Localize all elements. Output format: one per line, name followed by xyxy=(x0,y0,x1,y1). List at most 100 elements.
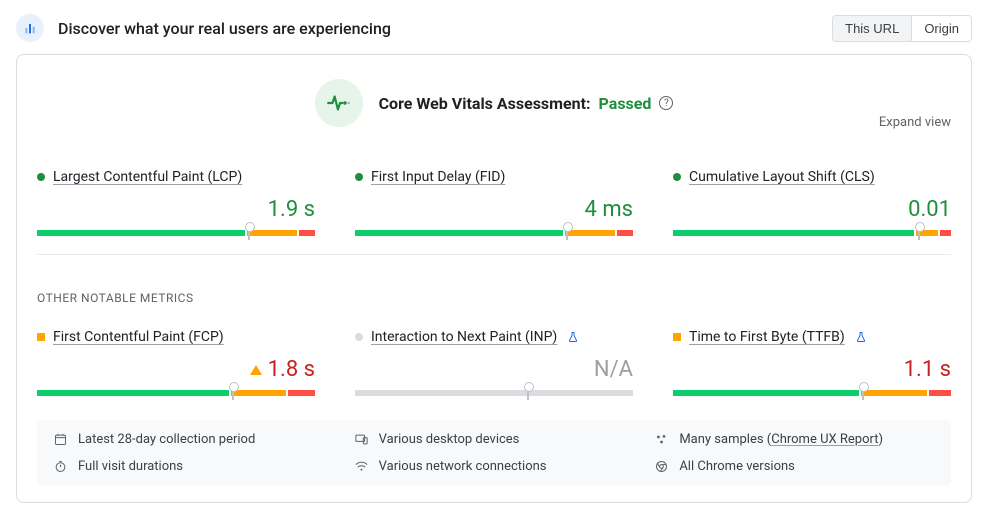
meta-box: Latest 28-day collection period Various … xyxy=(37,420,951,486)
meta-period-text: Latest 28-day collection period xyxy=(78,432,255,447)
good-indicator-icon xyxy=(37,173,45,181)
bar-segment-red xyxy=(929,390,951,396)
chrome-icon xyxy=(654,459,669,474)
devices-icon xyxy=(354,432,369,447)
bar-segment-green xyxy=(673,390,859,396)
other-metrics-row: First Contentful Paint (FCP) 1.8 s Interac… xyxy=(37,329,951,396)
metric-head: First Input Delay (FID) xyxy=(355,169,633,185)
meta-durations-text: Full visit durations xyxy=(78,459,183,474)
bar-segment-green xyxy=(673,230,914,236)
metric-ttfb: Time to First Byte (TTFB) 1.1 s xyxy=(673,329,951,396)
distribution-bar xyxy=(37,390,315,396)
distribution-bar xyxy=(355,230,633,236)
good-indicator-icon xyxy=(673,173,681,181)
toggle-origin[interactable]: Origin xyxy=(911,16,971,41)
vitals-card: Core Web Vitals Assessment: Passed ? Exp… xyxy=(16,54,972,503)
metric-name-link[interactable]: Time to First Byte (TTFB) xyxy=(689,329,845,345)
distribution-bar xyxy=(673,390,951,396)
bar-segment-red xyxy=(940,230,951,236)
bar-marker-icon xyxy=(918,226,920,240)
metric-head: Time to First Byte (TTFB) xyxy=(673,329,951,345)
metric-head: Interaction to Next Paint (INP) xyxy=(355,329,633,345)
bar-marker-icon xyxy=(232,386,234,400)
metric-value: N/A xyxy=(355,357,633,382)
bar-segment-red xyxy=(288,390,315,396)
metric-value-text: 4 ms xyxy=(585,197,633,222)
metric-inp: Interaction to Next Paint (INP) N/A xyxy=(355,329,633,396)
bar-marker-icon xyxy=(248,226,250,240)
other-section-label: OTHER NOTABLE METRICS xyxy=(37,291,951,305)
bar-marker-icon xyxy=(862,386,864,400)
core-metrics-row: Largest Contentful Paint (LCP) 1.9 s First… xyxy=(37,169,951,236)
bar-segment-red xyxy=(299,230,315,236)
scope-toggle: This URL Origin xyxy=(832,15,972,42)
metric-head: First Contentful Paint (FCP) xyxy=(37,329,315,345)
bar-segment-amber xyxy=(861,390,927,396)
pulse-icon xyxy=(315,79,363,127)
meta-period: Latest 28-day collection period xyxy=(53,432,334,447)
metric-value: 1.1 s xyxy=(673,357,951,382)
metric-name-link[interactable]: First Contentful Paint (FCP) xyxy=(53,329,224,345)
samples-icon xyxy=(654,432,669,447)
bar-segment-green xyxy=(37,230,245,236)
meta-samples-text: Many samples (Chrome UX Report) xyxy=(679,432,883,447)
meta-devices-text: Various desktop devices xyxy=(379,432,520,447)
metric-value-text: N/A xyxy=(594,357,633,382)
metric-value-text: 1.1 s xyxy=(904,357,951,382)
meta-samples: Many samples (Chrome UX Report) xyxy=(654,432,935,447)
meta-versions: All Chrome versions xyxy=(654,459,935,474)
metric-name-link[interactable]: Largest Contentful Paint (LCP) xyxy=(53,169,242,185)
bar-segment-amber xyxy=(247,230,296,236)
expand-view-link[interactable]: Expand view xyxy=(879,115,951,130)
good-indicator-icon xyxy=(355,173,363,181)
wifi-icon xyxy=(354,459,369,474)
metric-lcp: Largest Contentful Paint (LCP) 1.9 s xyxy=(37,169,315,236)
warn-triangle-icon xyxy=(250,365,262,375)
metric-fcp: First Contentful Paint (FCP) 1.8 s xyxy=(37,329,315,396)
bar-marker-icon xyxy=(566,226,568,240)
separator xyxy=(37,254,951,255)
help-icon[interactable]: ? xyxy=(659,96,673,110)
distribution-bar xyxy=(37,230,315,236)
warn-indicator-icon xyxy=(37,333,45,341)
bar-segment-amber xyxy=(231,390,286,396)
calendar-icon xyxy=(53,432,68,447)
meta-durations: Full visit durations xyxy=(53,459,334,474)
distribution-bar xyxy=(355,390,633,396)
metric-value: 0.01 xyxy=(673,197,951,222)
header-left: Discover what your real users are experi… xyxy=(16,14,391,42)
metric-head: Cumulative Layout Shift (CLS) xyxy=(673,169,951,185)
metric-value-text: 1.9 s xyxy=(268,197,315,222)
page-title: Discover what your real users are experi… xyxy=(58,19,391,38)
metric-name-link[interactable]: First Input Delay (FID) xyxy=(371,169,505,185)
bar-segment-green xyxy=(355,230,563,236)
bar-marker-icon xyxy=(527,386,529,400)
bar-segment-red xyxy=(617,230,633,236)
header: Discover what your real users are experi… xyxy=(0,0,988,54)
distribution-bar xyxy=(673,230,951,236)
bar-segment-green xyxy=(37,390,229,396)
metric-head: Largest Contentful Paint (LCP) xyxy=(37,169,315,185)
experimental-flask-icon xyxy=(567,331,579,343)
assessment-status: Passed xyxy=(599,94,652,113)
warn-indicator-icon xyxy=(673,333,681,341)
metric-value: 4 ms xyxy=(355,197,633,222)
assessment-label: Core Web Vitals Assessment: xyxy=(379,94,591,113)
assessment-header: Core Web Vitals Assessment: Passed ? xyxy=(37,79,951,127)
neutral-indicator-icon xyxy=(355,333,363,341)
stopwatch-icon xyxy=(53,459,68,474)
metric-value: 1.9 s xyxy=(37,197,315,222)
metric-name-link[interactable]: Interaction to Next Paint (INP) xyxy=(371,329,557,345)
meta-devices: Various desktop devices xyxy=(354,432,635,447)
metric-fid: First Input Delay (FID) 4 ms xyxy=(355,169,633,236)
toggle-this-url[interactable]: This URL xyxy=(833,16,911,41)
experimental-flask-icon xyxy=(855,331,867,343)
crux-report-link[interactable]: Chrome UX Report xyxy=(771,432,878,447)
metric-name-link[interactable]: Cumulative Layout Shift (CLS) xyxy=(689,169,875,185)
metric-value-text: 0.01 xyxy=(908,197,951,222)
bar-segment-amber xyxy=(565,230,614,236)
meta-network-text: Various network connections xyxy=(379,459,547,474)
meta-network: Various network connections xyxy=(354,459,635,474)
metric-value: 1.8 s xyxy=(37,357,315,382)
metric-value-text: 1.8 s xyxy=(268,357,315,382)
